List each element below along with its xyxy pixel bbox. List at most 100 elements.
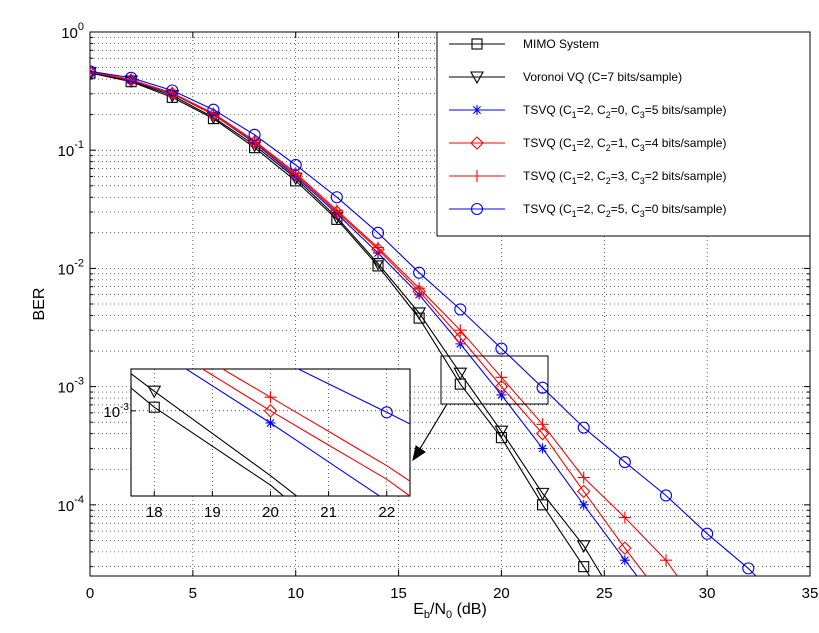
series-line <box>90 72 591 576</box>
marker-triangle <box>494 425 509 439</box>
marker-star <box>265 417 276 428</box>
legend-label: TSVQ (C1=2, C2=3, C3=2 bits/sample) <box>523 169 726 186</box>
marker-plus <box>454 324 467 337</box>
x-label-mid: /N <box>430 601 446 618</box>
marker-plus <box>495 371 508 384</box>
x-label-sub2: 0 <box>446 609 452 621</box>
marker-diamond <box>535 426 550 441</box>
inset-series-line-0 <box>131 387 285 496</box>
series-line <box>90 70 757 576</box>
marker-star <box>578 499 589 510</box>
marker-plus <box>618 511 631 524</box>
x-label-sub1: b <box>424 609 430 621</box>
legend: MIMO System Voronoi VQ (C=7 bits/sample) T… <box>436 31 811 237</box>
marker-circle <box>380 406 393 419</box>
marker-triangle <box>147 385 162 399</box>
x-axis: 0 5 10 15 20 25 30 35 <box>86 32 819 602</box>
marker-triangle <box>535 487 550 501</box>
marker-circle <box>495 342 508 355</box>
x-tick-label: 15 <box>390 585 407 602</box>
marker-circle <box>371 226 385 239</box>
marker-plus <box>289 167 302 180</box>
marker-circle <box>454 303 467 316</box>
marker-star <box>496 389 507 400</box>
legend-label: TSVQ (C1=2, C2=5, C3=0 bits/sample) <box>523 202 726 219</box>
marker-star <box>537 443 548 454</box>
series-5 <box>90 65 757 576</box>
inset-x-tick-label: 21 <box>320 504 337 521</box>
inset-x-tick-label: 20 <box>262 504 279 521</box>
inset-content <box>131 369 410 496</box>
marker-diamond <box>247 135 262 149</box>
series-line <box>90 71 678 576</box>
series-line <box>90 71 603 576</box>
inset-x-tick-label: 18 <box>146 504 163 521</box>
marker-star <box>414 289 425 300</box>
marker-plus <box>471 170 483 182</box>
y-axis-label: BER <box>31 288 48 321</box>
x-tick-label: 35 <box>802 585 819 602</box>
marker-triangle <box>371 257 385 271</box>
marker-circle <box>577 421 590 434</box>
marker-plus <box>330 204 343 217</box>
marker-square <box>148 401 160 413</box>
legend-label: TSVQ (C1=2, C2=0, C3=5 bits/sample) <box>523 103 726 120</box>
marker-star <box>472 105 482 115</box>
marker-plus <box>536 418 549 431</box>
marker-triangle <box>412 307 427 321</box>
inset-y-tick-label: 10-3 <box>103 402 129 421</box>
x-tick-label: 5 <box>189 585 197 602</box>
marker-triangle <box>453 367 468 381</box>
marker-triangle <box>576 540 591 553</box>
marker-triangle <box>470 71 484 85</box>
marker-circle <box>742 562 755 575</box>
y-tick-label: 100 <box>61 21 84 42</box>
inset-series-line-3 <box>201 369 410 496</box>
marker-circle <box>470 202 484 216</box>
marker-circle <box>207 103 220 116</box>
marker-square <box>372 260 384 272</box>
inset-x-tick-label: 22 <box>378 504 395 521</box>
inset-x-tick-label: 19 <box>204 504 221 521</box>
inset-zoom: 18 19 20 21 22 10-3 <box>103 368 448 521</box>
marker-star <box>619 555 630 566</box>
marker-plus <box>264 391 277 404</box>
x-tick-label: 20 <box>493 585 510 602</box>
zoom-arrow-line <box>417 403 448 453</box>
zoom-arrow-head <box>412 445 426 462</box>
marker-diamond <box>576 484 591 499</box>
marker-square <box>471 38 483 50</box>
marker-square <box>578 561 590 573</box>
marker-circle <box>90 65 97 78</box>
data-series <box>90 65 757 576</box>
marker-plus <box>577 471 590 484</box>
y-tick-label: 10-1 <box>58 139 84 160</box>
y-tick-label: 10-4 <box>58 494 84 515</box>
marker-circle <box>248 128 261 141</box>
marker-plus <box>413 282 426 295</box>
x-axis-label: Eb/N0 (dB) <box>413 601 487 621</box>
legend-label: TSVQ (C1=2, C2=1, C3=4 bits/sample) <box>523 136 726 153</box>
legend-label: Voronoi VQ (C=7 bits/sample) <box>523 70 682 84</box>
zoom-region-box <box>440 355 549 405</box>
y-tick-label: 10-3 <box>58 376 84 397</box>
x-label-base: E <box>413 601 424 618</box>
x-tick-label: 30 <box>699 585 716 602</box>
inset-series-line-1 <box>131 372 298 496</box>
legend-label: MIMO System <box>523 37 599 51</box>
marker-diamond <box>263 404 278 418</box>
inset-frame <box>130 368 411 497</box>
marker-plus <box>372 241 384 254</box>
legend-box <box>436 31 811 237</box>
marker-plus <box>660 554 672 567</box>
marker-circle <box>701 527 714 540</box>
x-label-rest: (dB) <box>452 601 487 618</box>
marker-circle <box>330 191 343 204</box>
x-tick-label: 0 <box>86 585 94 602</box>
marker-circle <box>618 456 631 469</box>
marker-square <box>495 432 507 444</box>
marker-diamond <box>90 65 97 79</box>
x-tick-label: 25 <box>596 585 613 602</box>
marker-circle <box>413 266 426 279</box>
